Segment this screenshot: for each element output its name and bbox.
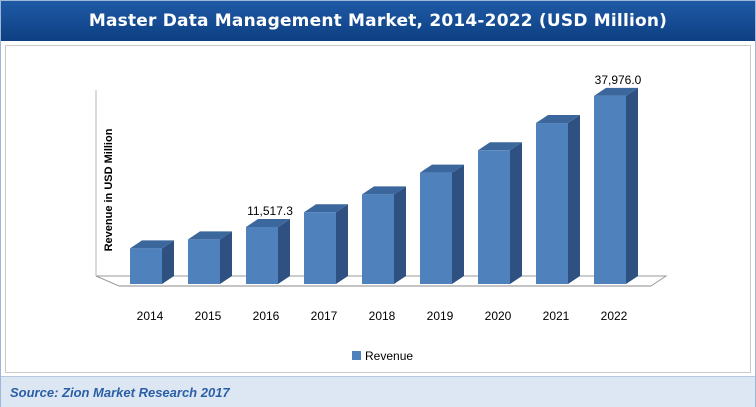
x-tick-label-2020: 2020 [485, 309, 512, 323]
bar-2014 [130, 248, 162, 284]
bar-2020 [478, 150, 510, 284]
bar-2021 [536, 123, 568, 284]
legend-label-revenue: Revenue [365, 349, 413, 363]
bar-side-2017 [336, 204, 348, 284]
bar-top-2021 [536, 115, 580, 124]
data-label-2016: 11,517.3 [247, 204, 293, 218]
source-note: Source: Zion Market Research 2017 [10, 384, 230, 400]
bar-side-2020 [510, 142, 522, 284]
bar-side-2018 [394, 186, 406, 284]
bar-chart: Revenue in USD Million 2014 2015 2016 2017 20… [95, 73, 668, 363]
bar-top-2019 [420, 164, 464, 173]
bar-2016 [246, 226, 278, 284]
bar-top-2022 [594, 87, 638, 96]
bar-2019 [420, 172, 452, 284]
bar-top-2018 [362, 186, 406, 195]
bar-2015 [188, 239, 220, 284]
bar-2017 [304, 212, 336, 284]
bar-top-2017 [304, 204, 348, 213]
data-label-2022: 37,976.0 [595, 73, 642, 87]
x-tick-label-2018: 2018 [369, 309, 396, 323]
bar-top-2014 [130, 240, 174, 249]
bar-2018 [362, 194, 394, 284]
y-axis-label: Revenue in USD Million [103, 128, 115, 251]
legend-swatch-revenue [352, 351, 361, 360]
plot-area: Revenue in USD Million 2014 2015 2016 2017 20… [5, 45, 751, 373]
bar-top-2020 [478, 142, 522, 151]
bar-side-2015 [220, 231, 232, 284]
x-tick-label-2022: 2022 [601, 309, 628, 323]
bar-side-2021 [568, 115, 580, 284]
x-tick-label-2017: 2017 [311, 309, 338, 323]
chart-title: Master Data Management Market, 2014-2022… [1, 1, 755, 41]
bar-side-2022 [626, 87, 638, 285]
x-tick-label-2015: 2015 [195, 309, 222, 323]
x-tick-label-2014: 2014 [137, 309, 164, 323]
bar-side-2014 [162, 240, 174, 284]
x-tick-label-2016: 2016 [253, 309, 280, 323]
bar-top-2016 [246, 218, 290, 227]
x-tick-label-2021: 2021 [543, 309, 570, 323]
bar-side-2019 [452, 164, 464, 284]
bar-top-2015 [188, 231, 232, 240]
bar-side-2016 [278, 218, 290, 284]
bar-2022 [594, 95, 626, 284]
source-bar: Source: Zion Market Research 2017 [1, 376, 755, 407]
x-tick-label-2019: 2019 [427, 309, 454, 323]
